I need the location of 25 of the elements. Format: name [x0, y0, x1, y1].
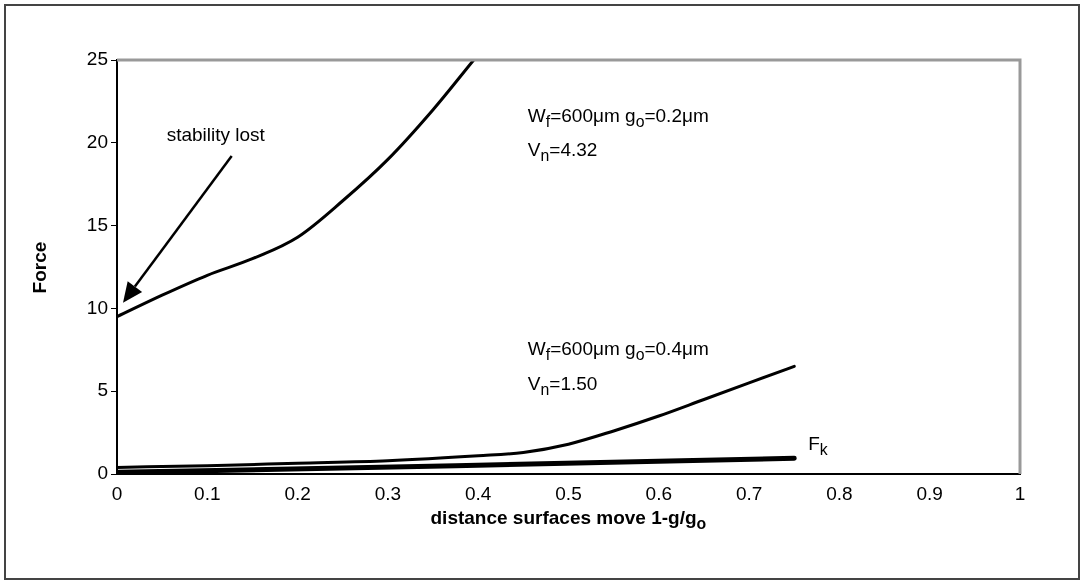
x-tick-label: 1	[1014, 482, 1026, 504]
x-tick-label: 0.8	[826, 482, 853, 504]
x-tick-label: 0.1	[194, 482, 221, 504]
y-tick-label: 10	[86, 296, 108, 318]
y-tick-label: 5	[97, 379, 108, 401]
y-tick-label: 0	[97, 462, 108, 484]
x-tick-label: 0.7	[735, 482, 763, 504]
annotation: V$_{n}$=4.32	[527, 138, 598, 164]
x-tick-label: 0.2	[284, 482, 311, 504]
x-tick-label: 0.4	[464, 482, 492, 504]
annotation: V$_{n}$=1.50	[527, 372, 598, 398]
x-tick-label: 0.9	[916, 482, 943, 504]
x-tick-label: 0.5	[555, 482, 582, 504]
annotation: W$_{f}$=600μm g$_{o}$=0.2μm	[527, 104, 709, 130]
x-tick-label: 0.3	[374, 482, 402, 504]
y-tick-label: 20	[86, 131, 108, 153]
y-tick-label: 15	[86, 213, 108, 235]
y-axis-title: Force	[29, 241, 51, 293]
x-axis-title: distance surfaces move 1-g/g$_{o}$	[430, 507, 707, 532]
annotation: W$_{f}$=600μm g$_{o}$=0.4μm	[527, 338, 709, 363]
x-tick-label: 0	[111, 482, 123, 504]
annotation: stability lost	[166, 123, 265, 145]
y-tick-label: 25	[86, 48, 108, 70]
x-tick-label: 0.6	[645, 482, 673, 504]
series-label: F$_{k}$	[808, 433, 828, 459]
